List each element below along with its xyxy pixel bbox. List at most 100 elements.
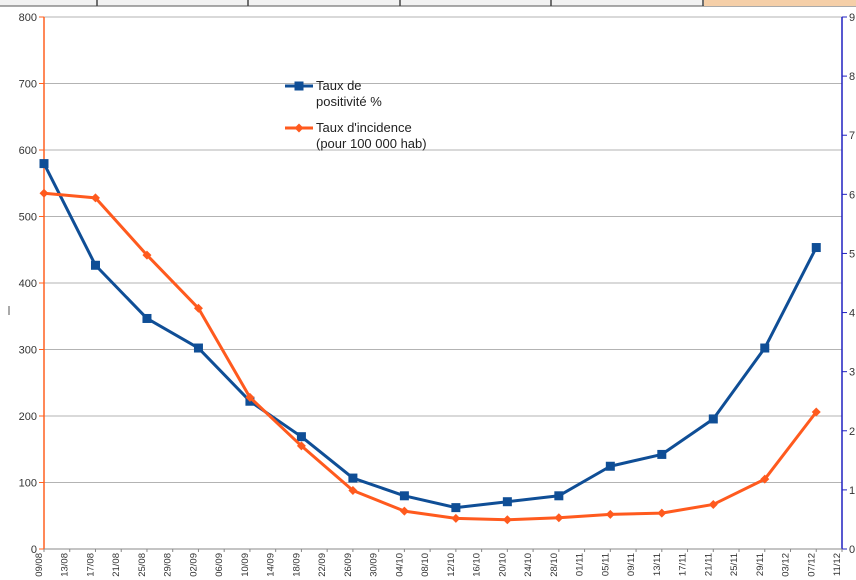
x-tick-label-21: 01/11 <box>575 553 586 576</box>
series-line-1 <box>43 191 818 522</box>
left-tick-label-0: 0 <box>31 544 37 556</box>
series-0-point-12 <box>657 449 667 459</box>
right-tick-label-6: 6 <box>849 189 855 201</box>
x-tick-label-19: 24/10 <box>523 553 534 577</box>
legend-label-0-line-0: Taux de <box>316 78 362 93</box>
x-tick-label-27: 25/11 <box>729 553 740 576</box>
x-tick-label-10: 18/09 <box>291 553 302 577</box>
series-0-point-5 <box>296 432 306 442</box>
series-1-point-4 <box>245 392 255 402</box>
x-tick-label-12: 26/09 <box>343 553 354 577</box>
right-tick-label-5: 5 <box>849 248 855 260</box>
right-tick-label-2: 2 <box>849 426 855 438</box>
series-line-0 <box>42 162 818 510</box>
x-tick-label-16: 12/10 <box>446 553 457 577</box>
series-1-point-14 <box>760 474 770 484</box>
series-0-point-1 <box>90 260 100 270</box>
x-tick-label-26: 21/11 <box>703 553 714 576</box>
series-0-point-0 <box>39 159 49 169</box>
left-tick-label-500: 500 <box>19 212 37 224</box>
x-tick-label-20: 28/10 <box>549 553 560 577</box>
right-tick-label-8: 8 <box>849 71 855 83</box>
left-tick-label-600: 600 <box>19 145 37 157</box>
right-tick-label-3: 3 <box>849 367 855 379</box>
x-tick-label-1: 13/08 <box>60 553 71 577</box>
left-tick-label-700: 700 <box>19 79 37 91</box>
series-1-point-7 <box>399 506 409 516</box>
series-1-point-6 <box>348 485 358 495</box>
series-0-point-13 <box>708 414 718 424</box>
header-highlight <box>704 0 856 6</box>
x-tick-label-28: 29/11 <box>755 553 766 576</box>
x-tick-label-31: 11/12 <box>832 553 843 576</box>
series-1 <box>39 188 821 525</box>
x-tick-label-5: 29/08 <box>163 553 174 577</box>
x-tick-label-17: 16/10 <box>472 553 483 577</box>
left-tick-label-300: 300 <box>19 345 37 357</box>
x-tick-label-6: 02/09 <box>188 553 199 577</box>
x-tick-label-3: 21/08 <box>111 553 122 577</box>
x-tick-label-14: 04/10 <box>394 553 405 577</box>
series-1-point-12 <box>657 508 667 518</box>
top-header-strip <box>0 0 856 7</box>
legend-label-1-line-0: Taux d'incidence <box>316 120 412 135</box>
left-tick-label-200: 200 <box>19 411 37 423</box>
series-layer <box>39 159 821 525</box>
x-tick-label-24: 13/11 <box>652 553 663 576</box>
legend-entry-1: Taux d'incidence(pour 100 000 hab) <box>285 120 427 151</box>
series-0-point-10 <box>554 491 564 501</box>
x-tick-label-0: 09/08 <box>34 553 45 577</box>
x-axis-ticks: 09/08 13/08 17/08 21/08 25/08 29/08 02/09 06/09… <box>34 549 843 577</box>
series-0-point-2 <box>142 313 152 323</box>
series-0-point-11 <box>605 461 615 471</box>
x-tick-label-7: 06/09 <box>214 553 225 577</box>
x-tick-label-15: 08/10 <box>420 553 431 577</box>
x-tick-label-9: 14/09 <box>266 553 277 577</box>
right-tick-label-0: 0 <box>849 544 855 556</box>
legend-label-1-line-1: (pour 100 000 hab) <box>316 136 427 151</box>
series-1-point-1 <box>90 193 100 203</box>
series-0-point-6 <box>348 473 358 483</box>
x-tick-label-2: 17/08 <box>85 553 96 577</box>
x-tick-label-4: 25/08 <box>137 553 148 577</box>
series-1-point-5 <box>296 441 306 451</box>
series-1-point-10 <box>554 513 564 523</box>
series-1-point-8 <box>451 513 461 523</box>
x-tick-label-22: 05/11 <box>600 553 611 576</box>
series-1-point-13 <box>708 499 718 509</box>
x-tick-label-13: 30/09 <box>369 553 380 577</box>
x-tick-label-30: 07/12 <box>806 553 817 577</box>
series-0-point-8 <box>451 503 461 513</box>
header-strip-bg <box>0 0 856 6</box>
grid-lines <box>44 16 842 550</box>
series-1-point-9 <box>502 515 512 525</box>
x-tick-label-8: 10/09 <box>240 553 251 577</box>
legend-label-0-line-1: positivité % <box>316 94 382 109</box>
right-tick-label-4: 4 <box>849 308 855 320</box>
x-tick-label-25: 17/11 <box>678 553 689 576</box>
series-1-point-3 <box>193 303 203 313</box>
series-1-point-2 <box>142 250 152 260</box>
left-tick-label-400: 400 <box>19 278 37 290</box>
x-tick-label-29: 03/12 <box>781 553 792 577</box>
series-1-point-11 <box>605 509 615 519</box>
series-0-point-14 <box>760 343 770 353</box>
left-tick-label-800: 800 <box>19 12 37 24</box>
legend-swatch-marker-0 <box>294 81 304 91</box>
legend-swatch-marker-1 <box>294 123 304 133</box>
x-tick-label-23: 09/11 <box>626 553 637 576</box>
x-tick-label-11: 22/09 <box>317 553 328 577</box>
right-tick-label-9: 9 <box>849 12 855 24</box>
right-tick-label-1: 1 <box>849 485 855 497</box>
series-1-point-0 <box>39 188 49 198</box>
left-axis-ticks: 0 100 200 300 400 500 600 700 800 <box>19 12 44 556</box>
series-0-point-15 <box>811 243 821 253</box>
series-0-point-7 <box>399 491 409 501</box>
series-1-point-15 <box>811 407 821 417</box>
left-tick-label-100: 100 <box>19 478 37 490</box>
right-tick-label-7: 7 <box>849 130 855 142</box>
